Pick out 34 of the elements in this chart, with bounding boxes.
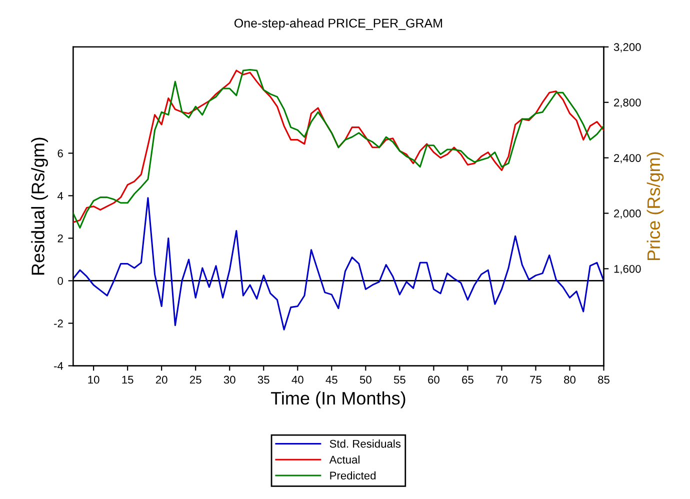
x-axis-title: Time (In Months): [270, 391, 406, 408]
x-tick-label: 30: [224, 376, 236, 384]
y-tick-label: 6: [58, 149, 63, 158]
y2-tick-label: 2,400: [614, 154, 641, 164]
x-tick-label: 55: [394, 376, 406, 384]
y2-tick-label: 2,800: [614, 98, 641, 108]
legend-label: Actual: [329, 455, 360, 464]
x-tick-label: 45: [326, 376, 338, 384]
y-tick-label: -2: [54, 320, 63, 328]
x-tick-label: 40: [292, 376, 304, 384]
y2-axis-title: Price (Rs/gm): [646, 152, 664, 260]
x-tick-label: 15: [122, 376, 134, 384]
y2-tick-label: 3,200: [614, 43, 641, 52]
x-tick-label: 80: [564, 376, 576, 384]
x-tick-label: 60: [428, 376, 440, 384]
y2-tick-label: 1,600: [614, 264, 641, 274]
chart-title: One-step-ahead PRICE_PER_GRAM: [234, 18, 442, 30]
y2-tick-label: 2,000: [614, 210, 641, 219]
x-tick-label: 10: [88, 376, 100, 384]
x-tick-label: 25: [190, 376, 202, 384]
y-tick-label: -4: [54, 362, 64, 370]
x-tick-label: 75: [530, 376, 542, 384]
legend-label: Std. Residuals: [330, 440, 401, 448]
y-tick-label: 0: [58, 277, 63, 285]
y-tick-label: 4: [57, 192, 64, 200]
x-tick-label: 35: [258, 376, 270, 384]
y-axis-title: Residual (Rs/gm): [31, 138, 48, 275]
x-tick-label: 70: [496, 376, 508, 384]
legend-label: Predicted: [330, 471, 376, 480]
x-tick-label: 65: [462, 376, 474, 384]
y-tick-label: 2: [58, 234, 63, 242]
x-tick-label: 50: [360, 376, 372, 384]
x-tick-label: 20: [156, 376, 168, 384]
x-tick-label: 85: [598, 376, 610, 384]
